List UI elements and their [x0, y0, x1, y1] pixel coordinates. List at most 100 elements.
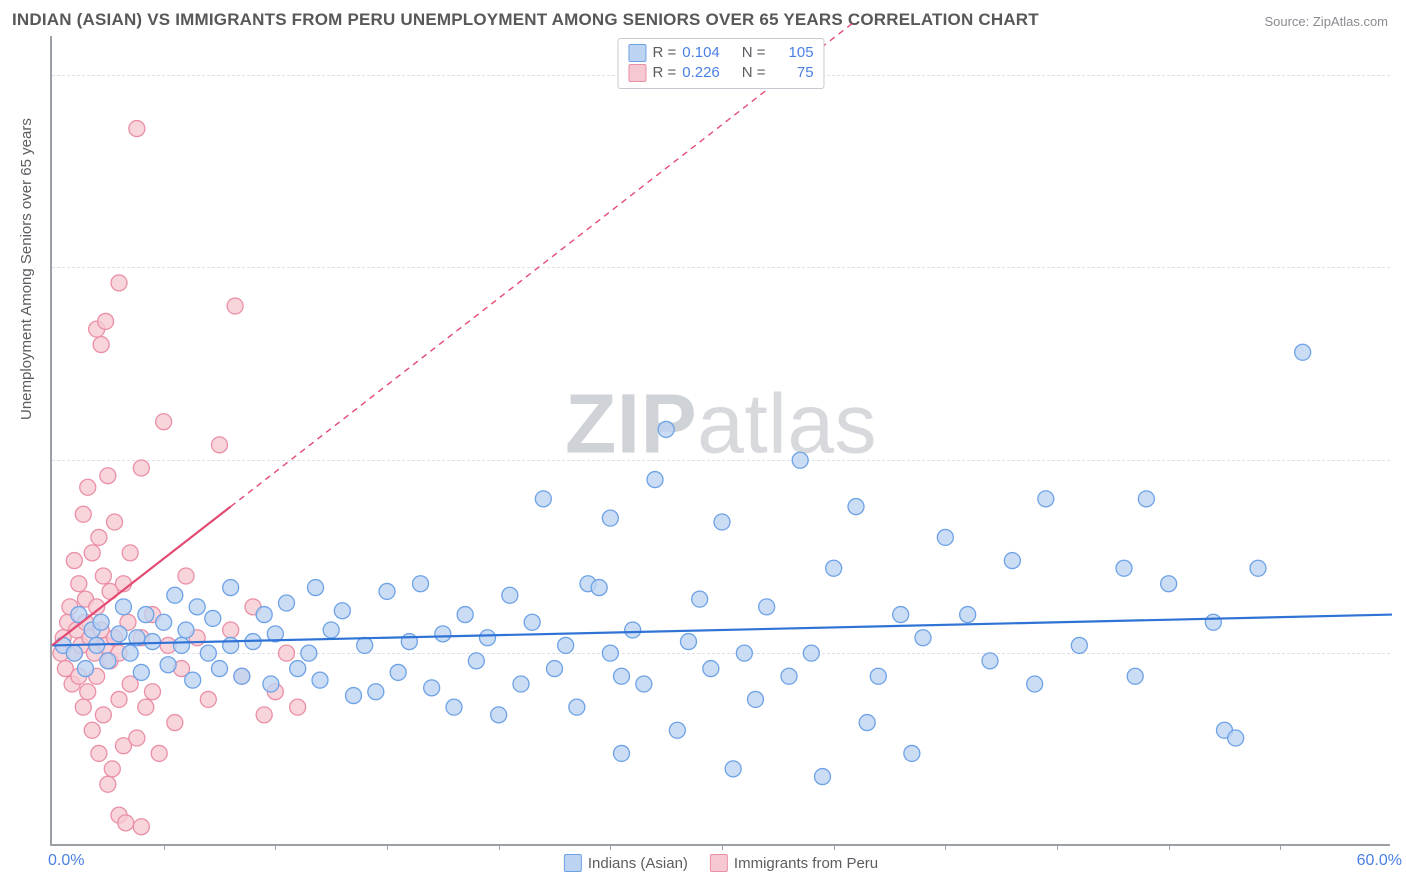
- swatch-blue: [564, 854, 582, 872]
- legend-n-label: N =: [742, 63, 766, 83]
- data-point: [647, 472, 663, 488]
- data-point: [870, 668, 886, 684]
- data-point: [1027, 676, 1043, 692]
- legend-blue-label: Indians (Asian): [588, 855, 688, 872]
- data-point: [1205, 614, 1221, 630]
- data-point: [151, 745, 167, 761]
- data-point: [602, 645, 618, 661]
- data-point: [759, 599, 775, 615]
- data-point: [468, 653, 484, 669]
- data-point: [178, 568, 194, 584]
- data-point: [602, 510, 618, 526]
- data-point: [1161, 576, 1177, 592]
- data-point: [625, 622, 641, 638]
- data-point: [1004, 553, 1020, 569]
- legend-series: Indians (Asian) Immigrants from Peru: [564, 854, 878, 872]
- data-point: [502, 587, 518, 603]
- x-tick: [722, 844, 723, 850]
- data-point: [859, 715, 875, 731]
- data-point: [681, 634, 697, 650]
- data-point: [591, 580, 607, 596]
- data-point: [725, 761, 741, 777]
- data-point: [334, 603, 350, 619]
- data-point: [75, 699, 91, 715]
- data-point: [205, 610, 221, 626]
- data-point: [111, 626, 127, 642]
- data-point: [357, 637, 373, 653]
- data-point: [80, 479, 96, 495]
- chart-title: INDIAN (ASIAN) VS IMMIGRANTS FROM PERU U…: [12, 10, 1039, 30]
- data-point: [200, 691, 216, 707]
- data-point: [178, 622, 194, 638]
- legend-row-pink: R = 0.226 N = 75: [628, 63, 813, 83]
- data-point: [937, 529, 953, 545]
- data-point: [480, 630, 496, 646]
- data-point: [1295, 344, 1311, 360]
- data-point: [129, 730, 145, 746]
- data-point: [1127, 668, 1143, 684]
- data-point: [424, 680, 440, 696]
- x-tick: [1280, 844, 1281, 850]
- data-point: [107, 514, 123, 530]
- data-point: [66, 553, 82, 569]
- data-point: [111, 691, 127, 707]
- data-point: [129, 121, 145, 137]
- data-point: [346, 688, 362, 704]
- data-point: [435, 626, 451, 642]
- data-point: [904, 745, 920, 761]
- data-point: [323, 622, 339, 638]
- data-point: [234, 668, 250, 684]
- data-point: [524, 614, 540, 630]
- data-point: [893, 607, 909, 623]
- legend-row-blue: R = 0.104 N = 105: [628, 43, 813, 63]
- data-point: [78, 661, 94, 677]
- data-point: [84, 722, 100, 738]
- data-point: [91, 745, 107, 761]
- data-point: [368, 684, 384, 700]
- data-point: [308, 580, 324, 596]
- x-tick: [945, 844, 946, 850]
- chart-svg: [52, 36, 1390, 844]
- legend-n-label: N =: [742, 43, 766, 63]
- data-point: [223, 580, 239, 596]
- legend-pink-r: 0.226: [682, 63, 720, 83]
- data-point: [167, 715, 183, 731]
- data-point: [71, 576, 87, 592]
- x-tick: [1169, 844, 1170, 850]
- data-point: [815, 769, 831, 785]
- source-label: Source: ZipAtlas.com: [1264, 14, 1388, 29]
- data-point: [160, 657, 176, 673]
- data-point: [279, 595, 295, 611]
- data-point: [95, 707, 111, 723]
- data-point: [223, 622, 239, 638]
- data-point: [84, 545, 100, 561]
- data-point: [1038, 491, 1054, 507]
- data-point: [174, 637, 190, 653]
- data-point: [212, 437, 228, 453]
- swatch-pink: [710, 854, 728, 872]
- data-point: [133, 460, 149, 476]
- data-point: [95, 568, 111, 584]
- legend-blue-r: 0.104: [682, 43, 720, 63]
- data-point: [960, 607, 976, 623]
- data-point: [379, 583, 395, 599]
- data-point: [118, 815, 134, 831]
- data-point: [122, 545, 138, 561]
- data-point: [535, 491, 551, 507]
- x-tick: [387, 844, 388, 850]
- data-point: [669, 722, 685, 738]
- data-point: [614, 668, 630, 684]
- legend-pink-label: Immigrants from Peru: [734, 855, 878, 872]
- data-point: [200, 645, 216, 661]
- data-point: [781, 668, 797, 684]
- data-point: [312, 672, 328, 688]
- data-point: [66, 645, 82, 661]
- data-point: [100, 468, 116, 484]
- data-point: [413, 576, 429, 592]
- data-point: [703, 661, 719, 677]
- data-point: [91, 529, 107, 545]
- data-point: [748, 691, 764, 707]
- data-point: [263, 676, 279, 692]
- data-point: [256, 607, 272, 623]
- data-point: [692, 591, 708, 607]
